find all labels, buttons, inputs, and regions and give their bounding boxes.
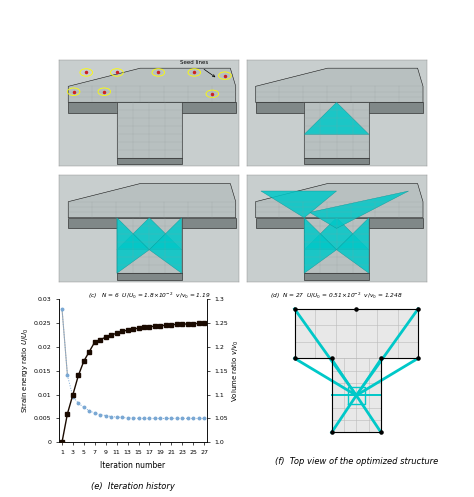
Polygon shape [255, 218, 423, 229]
Polygon shape [261, 191, 337, 218]
Polygon shape [68, 218, 236, 229]
Polygon shape [117, 218, 182, 273]
X-axis label: Iteration number: Iteration number [100, 461, 165, 470]
Text: (b)   $N$ = 1  $U/U_0$ = 2.7×10$^{-1}$  $v/v_0$ = 1.06: (b) $N$ = 1 $U/U_0$ = 2.7×10$^{-1}$ $v/v… [275, 175, 398, 185]
Polygon shape [255, 102, 423, 113]
Polygon shape [332, 358, 381, 432]
Polygon shape [117, 158, 182, 165]
Text: (c)   $N$ = 6  $U/U_0$ = 1.8×10$^{-2}$  $v/v_0$ = 1.19: (c) $N$ = 6 $U/U_0$ = 1.8×10$^{-2}$ $v/v… [88, 290, 210, 301]
Polygon shape [255, 183, 423, 218]
Text: Seed lines: Seed lines [180, 60, 215, 77]
Text: (e)  Iteration history: (e) Iteration history [91, 483, 175, 492]
Polygon shape [255, 68, 423, 102]
Text: (d)  $N$ = 27  $U/U_0$ = 0.51×10$^{-2}$  $v/v_0$ = 1.248: (d) $N$ = 27 $U/U_0$ = 0.51×10$^{-2}$ $v… [270, 290, 403, 301]
Polygon shape [68, 68, 236, 102]
Polygon shape [310, 191, 409, 229]
Polygon shape [68, 102, 236, 113]
Polygon shape [117, 218, 182, 250]
Polygon shape [337, 218, 369, 273]
Polygon shape [68, 183, 236, 218]
Polygon shape [117, 102, 182, 158]
Polygon shape [117, 273, 182, 280]
Polygon shape [304, 218, 369, 273]
Polygon shape [117, 218, 149, 273]
Text: (f)  Top view of the optimized structure: (f) Top view of the optimized structure [275, 457, 438, 466]
Y-axis label: Volume ratio $v/v_0$: Volume ratio $v/v_0$ [231, 339, 241, 402]
Polygon shape [304, 273, 369, 280]
Text: (a)  $N$ = 1  $U/U_0$ = 2.7×10$^{-1}$  $v/v_0$ = 1.06: (a) $N$ = 1 $U/U_0$ = 2.7×10$^{-1}$ $v/v… [89, 175, 210, 185]
Polygon shape [304, 218, 369, 250]
Polygon shape [304, 102, 369, 134]
Polygon shape [304, 218, 337, 273]
Y-axis label: Strain energy ratio $U/U_0$: Strain energy ratio $U/U_0$ [21, 328, 31, 414]
Polygon shape [149, 218, 182, 273]
Polygon shape [304, 102, 369, 158]
Polygon shape [304, 158, 369, 165]
Polygon shape [294, 309, 418, 358]
